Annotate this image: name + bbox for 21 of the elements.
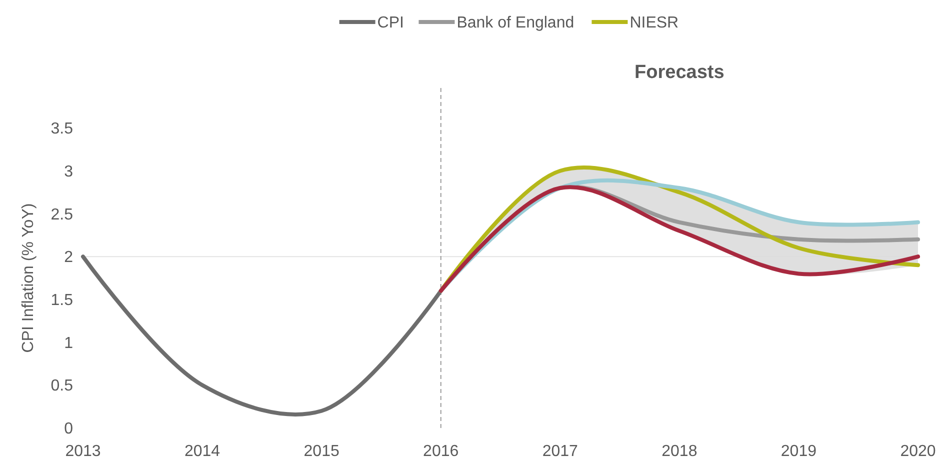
y-tick-label: 1.5 bbox=[50, 292, 74, 310]
y-axis-title: CPI Inflation (% YoY) bbox=[20, 203, 37, 353]
legend-label: NIESR bbox=[630, 14, 679, 32]
x-tick-label: 2015 bbox=[304, 443, 340, 460]
y-tick-label: 1 bbox=[64, 334, 74, 352]
y-tick-label: 3.5 bbox=[50, 120, 74, 138]
text: Forecasts bbox=[634, 62, 724, 83]
y-tick-label: 3 bbox=[64, 163, 74, 180]
x-tick-label: 2020 bbox=[900, 443, 936, 460]
legend-label: Bank of England bbox=[456, 14, 574, 32]
y-tick-label: 2.5 bbox=[50, 206, 74, 224]
y-tick-label: 2 bbox=[64, 249, 74, 266]
x-tick-label: 2019 bbox=[780, 443, 817, 460]
x-tick-label: 2016 bbox=[423, 443, 459, 460]
y-tick-label: 0 bbox=[64, 420, 74, 438]
x-tick-label: 2014 bbox=[184, 443, 220, 460]
x-tick-label: 2017 bbox=[542, 443, 578, 460]
y-tick-label: 0.5 bbox=[50, 378, 74, 395]
x-tick-label: 2013 bbox=[65, 443, 101, 460]
x-tick-label: 2018 bbox=[662, 443, 698, 460]
legend-label: CPI bbox=[377, 14, 404, 32]
